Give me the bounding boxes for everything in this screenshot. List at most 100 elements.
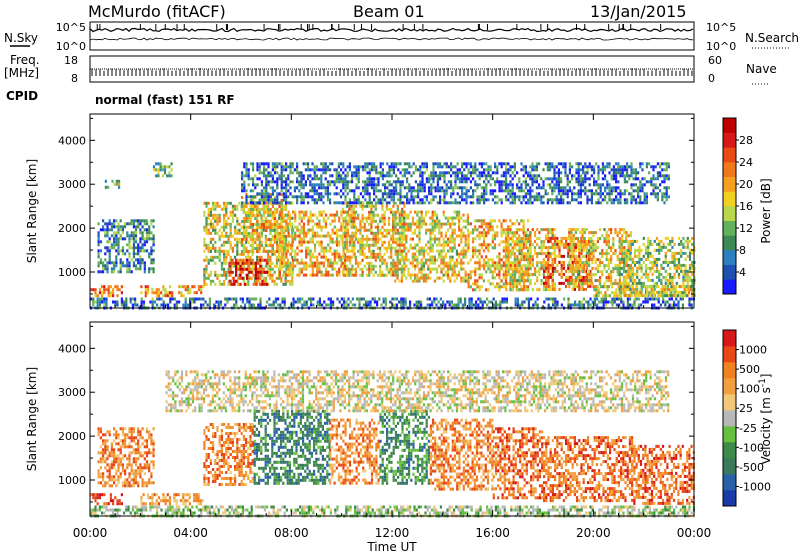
heatmap-cell [296, 225, 299, 229]
heatmap-cell [414, 210, 417, 214]
heatmap-cell [655, 236, 659, 240]
heatmap-cell [322, 210, 325, 214]
heatmap-cell [150, 258, 153, 262]
heatmap-cell [671, 260, 674, 264]
heatmap-cell [476, 234, 479, 238]
heatmap-cell [553, 252, 556, 256]
heatmap-cell [205, 222, 208, 226]
heatmap-cell [316, 264, 319, 268]
heatmap-cell [647, 242, 650, 246]
heatmap-cell [498, 285, 501, 289]
heatmap-cell [123, 303, 126, 307]
heatmap-cell [218, 258, 221, 262]
heatmap-cell [340, 228, 343, 232]
heatmap-cell [289, 222, 292, 226]
heatmap-cell [547, 261, 550, 265]
heatmap-cell [401, 207, 404, 211]
heatmap-cell [280, 231, 284, 235]
heatmap-cell [425, 228, 428, 232]
heatmap-cell [351, 216, 354, 220]
heatmap-cell [202, 303, 205, 307]
heatmap-cell [529, 246, 532, 250]
heatmap-cell [431, 243, 434, 247]
heatmap-cell [286, 213, 289, 217]
heatmap-cell [305, 246, 308, 250]
heatmap-cell [346, 228, 350, 232]
heatmap-cell [296, 252, 299, 256]
heatmap-cell [374, 270, 377, 274]
heatmap-cell [644, 290, 648, 294]
heatmap-cell [610, 231, 613, 235]
heatmap-cell [411, 231, 414, 235]
heatmap-cell [137, 261, 140, 265]
heatmap-cell [300, 240, 303, 244]
heatmap-cell [116, 285, 119, 289]
heatmap-cell [482, 240, 486, 244]
heatmap-cell [197, 288, 201, 292]
heatmap-cell [390, 234, 393, 238]
heatmap-cell [171, 291, 174, 295]
heatmap-cell [673, 275, 676, 279]
heatmap-cell [570, 231, 573, 235]
heatmap-cell [296, 234, 299, 238]
heatmap-cell [447, 270, 450, 274]
heatmap-cell [372, 231, 375, 235]
heatmap-cell [316, 270, 319, 274]
heatmap-cell [509, 273, 512, 277]
heatmap-cell [616, 234, 619, 238]
heatmap-cell [462, 231, 465, 235]
heatmap-cell [505, 252, 508, 256]
heatmap-cell [478, 273, 481, 277]
heatmap-cell [346, 246, 349, 250]
heatmap-cell [231, 270, 234, 274]
heatmap-cell [324, 246, 328, 250]
heatmap-cell [520, 258, 523, 262]
heatmap-cell [363, 222, 366, 226]
heatmap-cell [162, 288, 165, 292]
heatmap-cell [447, 216, 450, 220]
heatmap-cell [378, 297, 381, 301]
heatmap-cell [278, 276, 281, 280]
heatmap-cell [688, 248, 692, 252]
heatmap-cell [263, 258, 266, 262]
heatmap-cell [156, 297, 159, 301]
heatmap-cell [516, 297, 519, 301]
heatmap-cell [252, 247, 255, 250]
heatmap-cell [357, 249, 360, 253]
heatmap-cell [636, 275, 639, 279]
heatmap-cell [671, 251, 674, 255]
heatmap-cell [398, 216, 402, 220]
heatmap-cell [414, 228, 417, 232]
heatmap-cell [120, 285, 123, 289]
heatmap-cell [236, 240, 239, 244]
heatmap-cell [269, 273, 272, 277]
beam-title: Beam 01 [353, 2, 425, 21]
heatmap-cell [258, 231, 261, 235]
heatmap-cell [383, 213, 386, 217]
heatmap-cell [166, 174, 169, 178]
heatmap-cell [311, 234, 314, 238]
heatmap-cell [663, 288, 666, 292]
heatmap-cell [104, 267, 107, 271]
heatmap-cell [511, 240, 514, 244]
heatmap-cell [403, 246, 406, 250]
heatmap-cell [516, 270, 519, 274]
heatmap-cell [558, 260, 561, 264]
heatmap-cell [289, 279, 292, 283]
heatmap-cell [451, 231, 454, 235]
heatmap-cell [359, 273, 362, 277]
heatmap-cell [256, 258, 259, 262]
heatmap-cell [543, 260, 546, 264]
freq-tick-bottom: 8 [71, 72, 78, 85]
heatmap-cell [247, 235, 250, 238]
heatmap-cell [420, 273, 423, 277]
heatmap-cell [526, 228, 530, 232]
heatmap-cell [117, 243, 120, 247]
heatmap-cell [581, 285, 584, 289]
heatmap-cell [218, 255, 221, 259]
heatmap-cell [411, 222, 414, 226]
heatmap-cell [148, 255, 151, 259]
heatmap-cell [568, 231, 571, 235]
heatmap-cell [403, 255, 406, 259]
heatmap-cell [585, 243, 588, 247]
